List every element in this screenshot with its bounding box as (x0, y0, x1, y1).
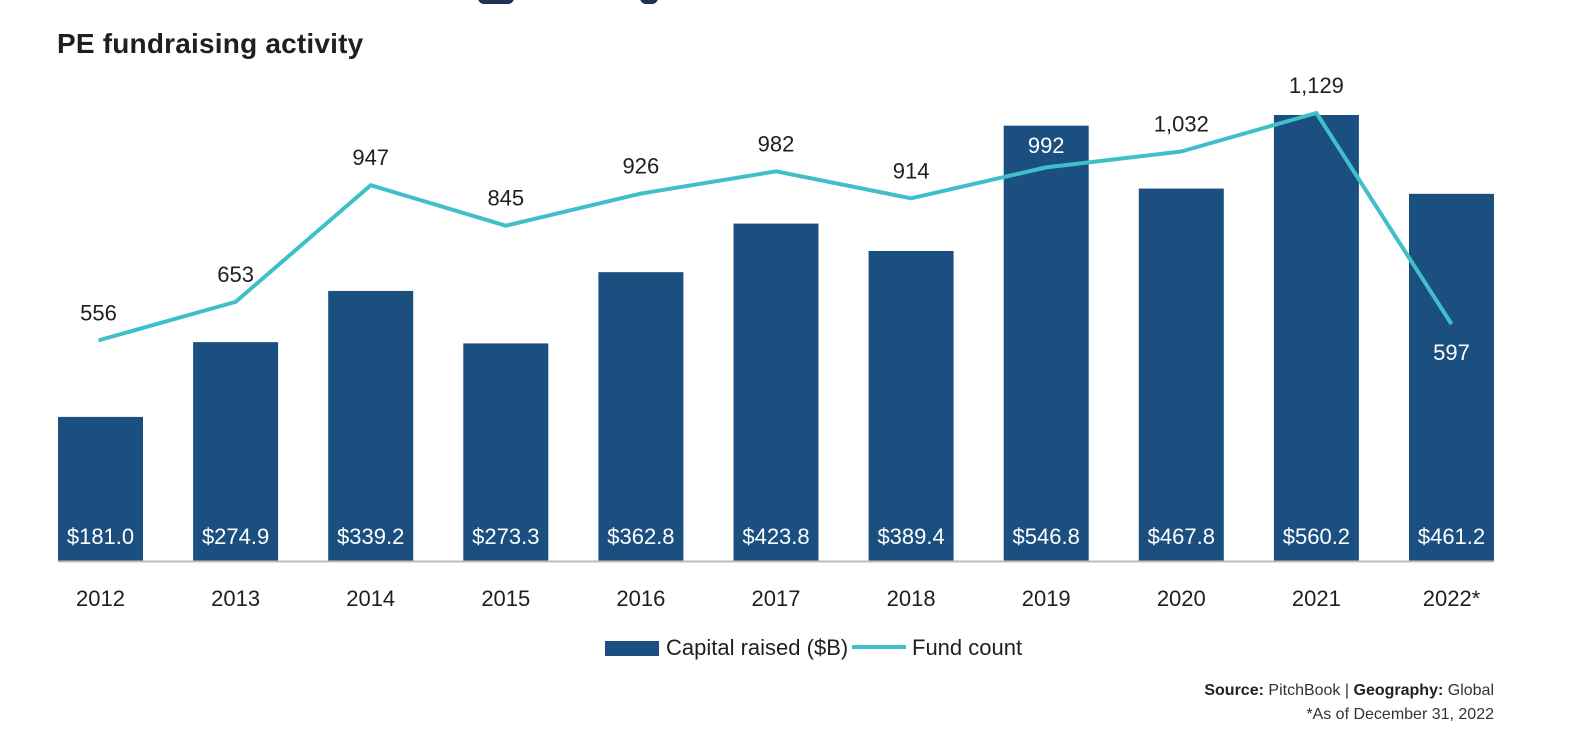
bar-value-label: $560.2 (1283, 524, 1350, 549)
legend-label-fund-count: Fund count (912, 635, 1022, 660)
bar-value-label: $389.4 (877, 524, 944, 549)
bar-2012 (58, 416, 143, 561)
x-tick-label: 2018 (887, 586, 936, 611)
x-tick-label: 2019 (1022, 586, 1071, 611)
bar-2022 (1409, 193, 1494, 561)
fund-count-line (97, 111, 1454, 343)
bar-value-label: $461.2 (1418, 524, 1485, 549)
bar-value-label: $181.0 (67, 524, 134, 549)
bar-value-label: $546.8 (1013, 524, 1080, 549)
fund-count-label: 1,129 (1289, 73, 1344, 98)
source-value: PitchBook (1268, 682, 1341, 699)
fund-count-label: 914 (893, 158, 930, 183)
decorative-mark (478, 0, 514, 4)
bar-value-label: $362.8 (607, 524, 674, 549)
bar-2018 (868, 250, 954, 561)
x-tick-label: 2012 (76, 586, 125, 611)
bar-2019 (1003, 125, 1089, 561)
bar-value-label: $467.8 (1148, 524, 1215, 549)
fund-count-label: 1,032 (1154, 111, 1209, 136)
x-tick-label: 2015 (481, 586, 530, 611)
bar-2014 (328, 290, 414, 561)
fund-count-label: 947 (352, 145, 389, 170)
x-tick-label: 2016 (616, 586, 665, 611)
geography-label: Geography: (1353, 682, 1444, 699)
bar-value-label: $339.2 (337, 524, 404, 549)
fund-count-label: 597 (1433, 340, 1470, 365)
bar-2020 (1138, 188, 1224, 561)
legend-swatch-capital (605, 641, 659, 656)
fund-count-label: 845 (487, 186, 524, 211)
x-tick-label: 2013 (211, 586, 260, 611)
legend-label-capital: Capital raised ($B) (666, 635, 848, 660)
bar-2016 (598, 272, 684, 561)
fund-count-label: 982 (758, 131, 795, 156)
fund-count-label: 992 (1028, 133, 1065, 158)
bar-value-label: $274.9 (202, 524, 269, 549)
fund-count-label: 653 (217, 262, 254, 287)
fund-count-label: 556 (80, 300, 117, 325)
chart-title: PE fundraising activity (57, 28, 364, 59)
x-tick-label: 2020 (1157, 586, 1206, 611)
legend: Capital raised ($B) Fund count (605, 635, 1022, 660)
bar-2017 (733, 223, 819, 562)
x-tick-label: 2014 (346, 586, 395, 611)
source-label: Source: (1204, 682, 1264, 699)
decorative-mark (640, 0, 658, 4)
x-tick-label: 2022* (1423, 586, 1481, 611)
bar-2013 (193, 342, 279, 561)
fund-count-label: 926 (623, 154, 660, 179)
x-tick-label: 2017 (752, 586, 801, 611)
footnote: *As of December 31, 2022 (1306, 706, 1494, 723)
bar-value-label: $273.3 (472, 524, 539, 549)
source-separator: | (1344, 682, 1350, 699)
bar-value-label: $423.8 (742, 524, 809, 549)
bar-2021 (1273, 115, 1359, 561)
geography-value: Global (1447, 682, 1494, 699)
source-note: Source: PitchBook | Geography: Global (1204, 682, 1494, 700)
x-tick-label: 2021 (1292, 586, 1341, 611)
bar-2015 (463, 343, 549, 561)
